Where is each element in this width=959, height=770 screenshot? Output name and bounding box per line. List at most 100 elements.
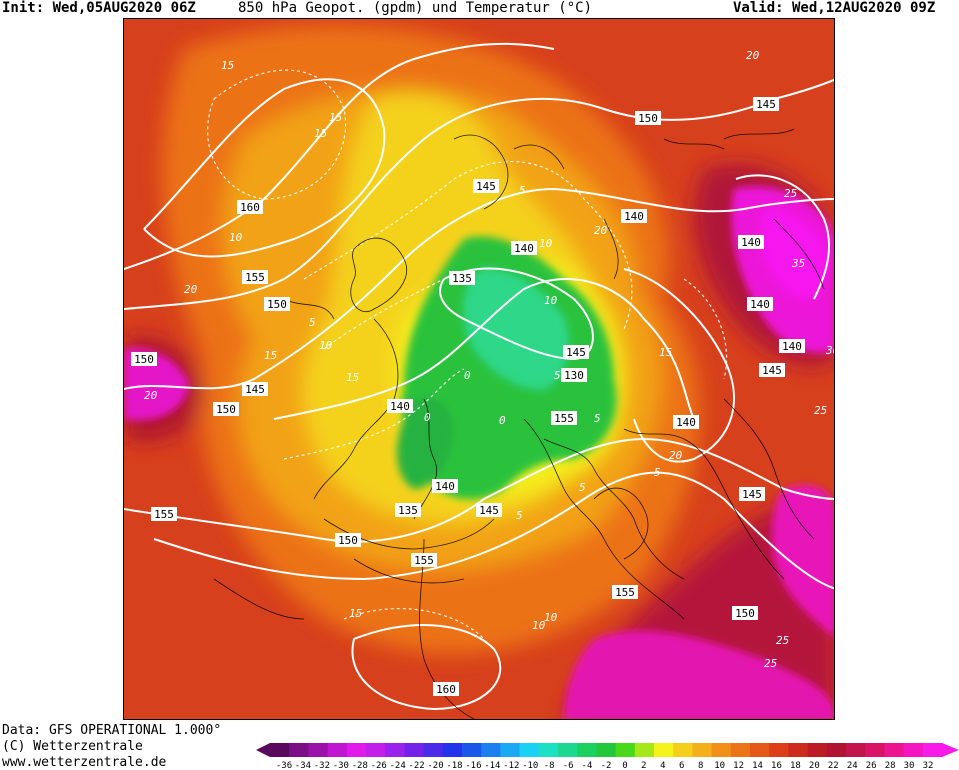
contour-150-south xyxy=(124,437,834,543)
contour-label-140: 140 xyxy=(387,399,413,413)
contour-155 xyxy=(124,42,555,270)
scale-swatch xyxy=(308,743,329,757)
scale-swatch xyxy=(462,743,482,757)
scale-tick-label: -20 xyxy=(427,761,443,770)
scale-tick-label: 20 xyxy=(809,761,820,770)
scale-swatch xyxy=(711,743,732,757)
isotherm-label: 15 xyxy=(346,371,359,384)
svg-text:145: 145 xyxy=(756,98,776,111)
scale-swatch xyxy=(289,743,309,757)
contour-label-145: 145 xyxy=(242,382,268,396)
scale-tick-label: 30 xyxy=(904,761,915,770)
isotherm-label: 30 xyxy=(825,344,835,357)
geopotential-labels: 1601551501501451501551501551351451401401… xyxy=(131,97,805,696)
temperature-color-scale: -36 -34 -32 -30 -28 -26 -24 -22 -20 -18 -16 -14 -12-… xyxy=(256,743,959,770)
contour-140-far-east xyxy=(735,174,831,300)
forecast-map: 160 155 150 150 145 150 155 150 155 135 145 140 140 1… xyxy=(123,18,835,720)
scale-tick-label: -30 xyxy=(333,761,349,770)
scale-swatch xyxy=(634,743,655,757)
data-source: Data: GFS OPERATIONAL 1.000° xyxy=(2,723,222,738)
scale-tick-label: -12 xyxy=(503,761,519,770)
contour-label-135: 135 xyxy=(395,503,421,517)
scale-tick-label: -22 xyxy=(408,761,424,770)
svg-text:145: 145 xyxy=(566,346,586,359)
svg-text:155: 155 xyxy=(414,554,434,567)
scale-swatch xyxy=(884,743,905,757)
contour-label-160: 160 xyxy=(237,200,263,214)
scale-swatch xyxy=(922,743,943,757)
isotherm-label: 0 xyxy=(424,411,431,424)
contour-label-145: 145 xyxy=(759,363,785,377)
isotherm-label: 25 xyxy=(764,657,777,670)
contour-label-140: 140 xyxy=(621,209,647,223)
scale-swatch xyxy=(385,743,405,757)
scale-swatch xyxy=(500,743,521,757)
isotherm-label: 5 xyxy=(309,316,316,329)
svg-text:155: 155 xyxy=(554,412,574,425)
svg-text:140: 140 xyxy=(514,242,534,255)
svg-text:155: 155 xyxy=(154,508,174,521)
init-time: Init: Wed,05AUG2020 06Z xyxy=(2,0,196,16)
contour-label-140: 140 xyxy=(432,479,458,493)
isotherm-label: 15 xyxy=(221,59,234,72)
scale-tick-label: -24 xyxy=(390,761,406,770)
contour-label-160: 160 xyxy=(433,682,459,696)
isotherm-label: 35 xyxy=(791,257,805,270)
scale-tick-label: 32 xyxy=(923,761,934,770)
isotherm-label: 5 xyxy=(516,509,523,522)
contour-label-155: 155 xyxy=(551,411,577,425)
scale-swatch xyxy=(327,743,348,757)
contour-label-150: 150 xyxy=(335,533,361,547)
scale-tick-label: -36 xyxy=(276,761,292,770)
isotherm-label: 25 xyxy=(814,404,827,417)
scale-swatch xyxy=(673,743,693,757)
svg-text:140: 140 xyxy=(782,340,802,353)
isotherms xyxy=(207,69,728,640)
contour-label-145: 145 xyxy=(563,345,589,359)
isotherm-label: 10 xyxy=(539,237,553,250)
coastlines xyxy=(213,128,825,719)
svg-text:150: 150 xyxy=(638,112,658,125)
svg-text:130: 130 xyxy=(564,369,584,382)
scale-swatch xyxy=(730,743,751,757)
scale-swatch xyxy=(596,743,617,757)
svg-text:140: 140 xyxy=(624,210,644,223)
scale-tick-label: 10 xyxy=(714,761,725,770)
svg-text:150: 150 xyxy=(134,353,154,366)
contour-label-140: 140 xyxy=(738,235,764,249)
svg-text:150: 150 xyxy=(338,534,358,547)
scale-swatch xyxy=(346,743,367,757)
scale-swatch xyxy=(826,743,847,757)
contour-label-150: 150 xyxy=(213,402,239,416)
isotherm-label: 0 xyxy=(464,369,471,382)
contour-label-140: 140 xyxy=(779,339,805,353)
scale-swatch xyxy=(769,743,789,757)
scale-swatch xyxy=(750,743,770,757)
scale-swatch xyxy=(615,743,636,757)
svg-text:155: 155 xyxy=(615,586,635,599)
scale-tick-label: 22 xyxy=(828,761,839,770)
website-link[interactable]: www.wetterzentrale.de xyxy=(2,755,167,770)
contour-160-north xyxy=(143,78,386,258)
svg-text:140: 140 xyxy=(390,400,410,413)
scale-tick-label: 0 xyxy=(622,761,627,770)
isotherm-label: 10 xyxy=(544,611,558,624)
contour-label-135: 135 xyxy=(449,271,475,285)
temperature-labels: 1515102015105205051015202530352025202515… xyxy=(144,49,835,670)
chart-title: 850 hPa Geopot. (gpdm) und Temperatur (°… xyxy=(238,0,593,16)
contour-label-155: 155 xyxy=(151,507,177,521)
scale-swatch xyxy=(807,743,828,757)
copyright: (C) Wetterzentrale xyxy=(2,739,143,754)
isotherm-label: 15 xyxy=(314,127,327,140)
temperature-field xyxy=(124,19,834,719)
scale-tick-label: 6 xyxy=(679,761,684,770)
scale-min-arrow xyxy=(256,743,270,757)
scale-tick-label: -26 xyxy=(371,761,387,770)
scale-swatch xyxy=(442,743,463,757)
scale-tick-label: -16 xyxy=(465,761,481,770)
contour-label-150: 150 xyxy=(264,297,290,311)
scale-tick-label: 26 xyxy=(866,761,877,770)
scale-swatch xyxy=(270,743,290,757)
scale-tick-label: 12 xyxy=(733,761,744,770)
isotherm-label: 20 xyxy=(144,389,158,402)
